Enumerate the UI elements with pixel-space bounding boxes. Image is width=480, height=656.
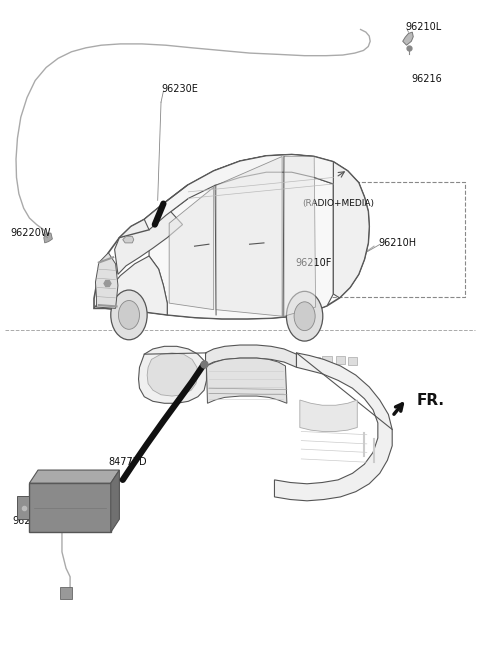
Circle shape (111, 290, 147, 340)
Polygon shape (96, 253, 118, 308)
Polygon shape (111, 470, 120, 532)
Polygon shape (284, 157, 316, 316)
Polygon shape (115, 203, 182, 274)
Bar (29, 483, 111, 532)
Polygon shape (29, 470, 120, 483)
Polygon shape (216, 157, 282, 316)
Bar (60, 587, 72, 599)
Polygon shape (314, 272, 335, 287)
Text: 96240D: 96240D (12, 516, 51, 526)
Circle shape (119, 300, 140, 329)
Polygon shape (147, 353, 198, 396)
Text: 96210H: 96210H (379, 238, 417, 248)
Polygon shape (300, 400, 357, 432)
Circle shape (287, 291, 323, 341)
Bar (286, 182, 465, 297)
Text: 96216: 96216 (411, 74, 442, 84)
Text: 96210F: 96210F (295, 258, 331, 268)
Polygon shape (144, 155, 333, 230)
Bar (336, 356, 345, 364)
Text: (RADIO+MEDIA): (RADIO+MEDIA) (302, 199, 374, 208)
Bar (348, 358, 357, 365)
Bar (311, 358, 321, 365)
Text: 84777D: 84777D (108, 457, 147, 467)
Polygon shape (44, 233, 52, 243)
Polygon shape (149, 155, 333, 319)
Polygon shape (403, 32, 413, 45)
Text: 96210L: 96210L (405, 22, 442, 32)
Polygon shape (333, 162, 369, 298)
Polygon shape (205, 345, 297, 367)
Circle shape (294, 302, 315, 331)
Bar (323, 356, 332, 364)
Polygon shape (139, 346, 206, 403)
Text: 96230E: 96230E (161, 84, 198, 94)
Polygon shape (94, 256, 167, 315)
Polygon shape (123, 236, 134, 243)
Polygon shape (206, 358, 287, 403)
Text: 96220W: 96220W (10, 228, 51, 238)
Text: FR.: FR. (417, 392, 445, 407)
Polygon shape (169, 187, 214, 310)
Polygon shape (275, 353, 392, 501)
Polygon shape (17, 496, 29, 519)
